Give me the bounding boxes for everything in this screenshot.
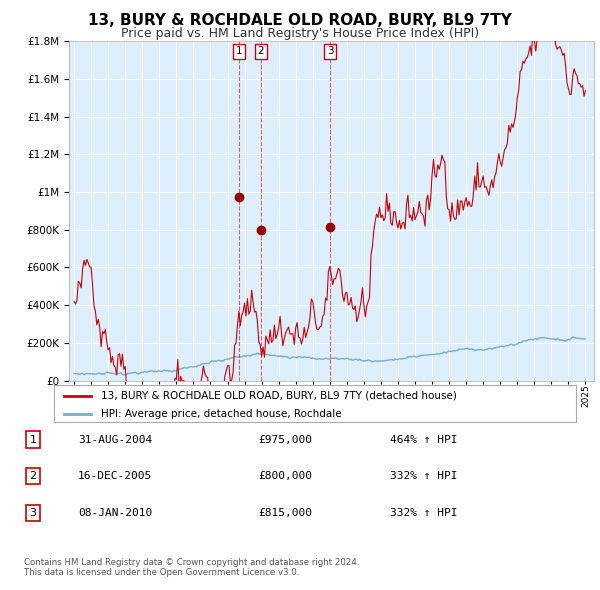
Text: 3: 3: [29, 508, 37, 517]
Text: 464% ↑ HPI: 464% ↑ HPI: [390, 435, 458, 444]
Text: 08-JAN-2010: 08-JAN-2010: [78, 508, 152, 517]
Text: 1: 1: [29, 435, 37, 444]
Text: £800,000: £800,000: [258, 471, 312, 481]
Text: 16-DEC-2005: 16-DEC-2005: [78, 471, 152, 481]
Text: £815,000: £815,000: [258, 508, 312, 517]
Text: HPI: Average price, detached house, Rochdale: HPI: Average price, detached house, Roch…: [101, 409, 341, 419]
Text: 1: 1: [236, 47, 242, 57]
Text: 2: 2: [29, 471, 37, 481]
Text: 13, BURY & ROCHDALE OLD ROAD, BURY, BL9 7TY: 13, BURY & ROCHDALE OLD ROAD, BURY, BL9 …: [88, 13, 512, 28]
Text: 332% ↑ HPI: 332% ↑ HPI: [390, 471, 458, 481]
Text: 2: 2: [257, 47, 264, 57]
Text: 332% ↑ HPI: 332% ↑ HPI: [390, 508, 458, 517]
Text: 31-AUG-2004: 31-AUG-2004: [78, 435, 152, 444]
Text: 3: 3: [327, 47, 334, 57]
Text: Price paid vs. HM Land Registry's House Price Index (HPI): Price paid vs. HM Land Registry's House …: [121, 27, 479, 40]
Text: Contains HM Land Registry data © Crown copyright and database right 2024.
This d: Contains HM Land Registry data © Crown c…: [24, 558, 359, 577]
Text: £975,000: £975,000: [258, 435, 312, 444]
Text: 13, BURY & ROCHDALE OLD ROAD, BURY, BL9 7TY (detached house): 13, BURY & ROCHDALE OLD ROAD, BURY, BL9 …: [101, 391, 457, 401]
